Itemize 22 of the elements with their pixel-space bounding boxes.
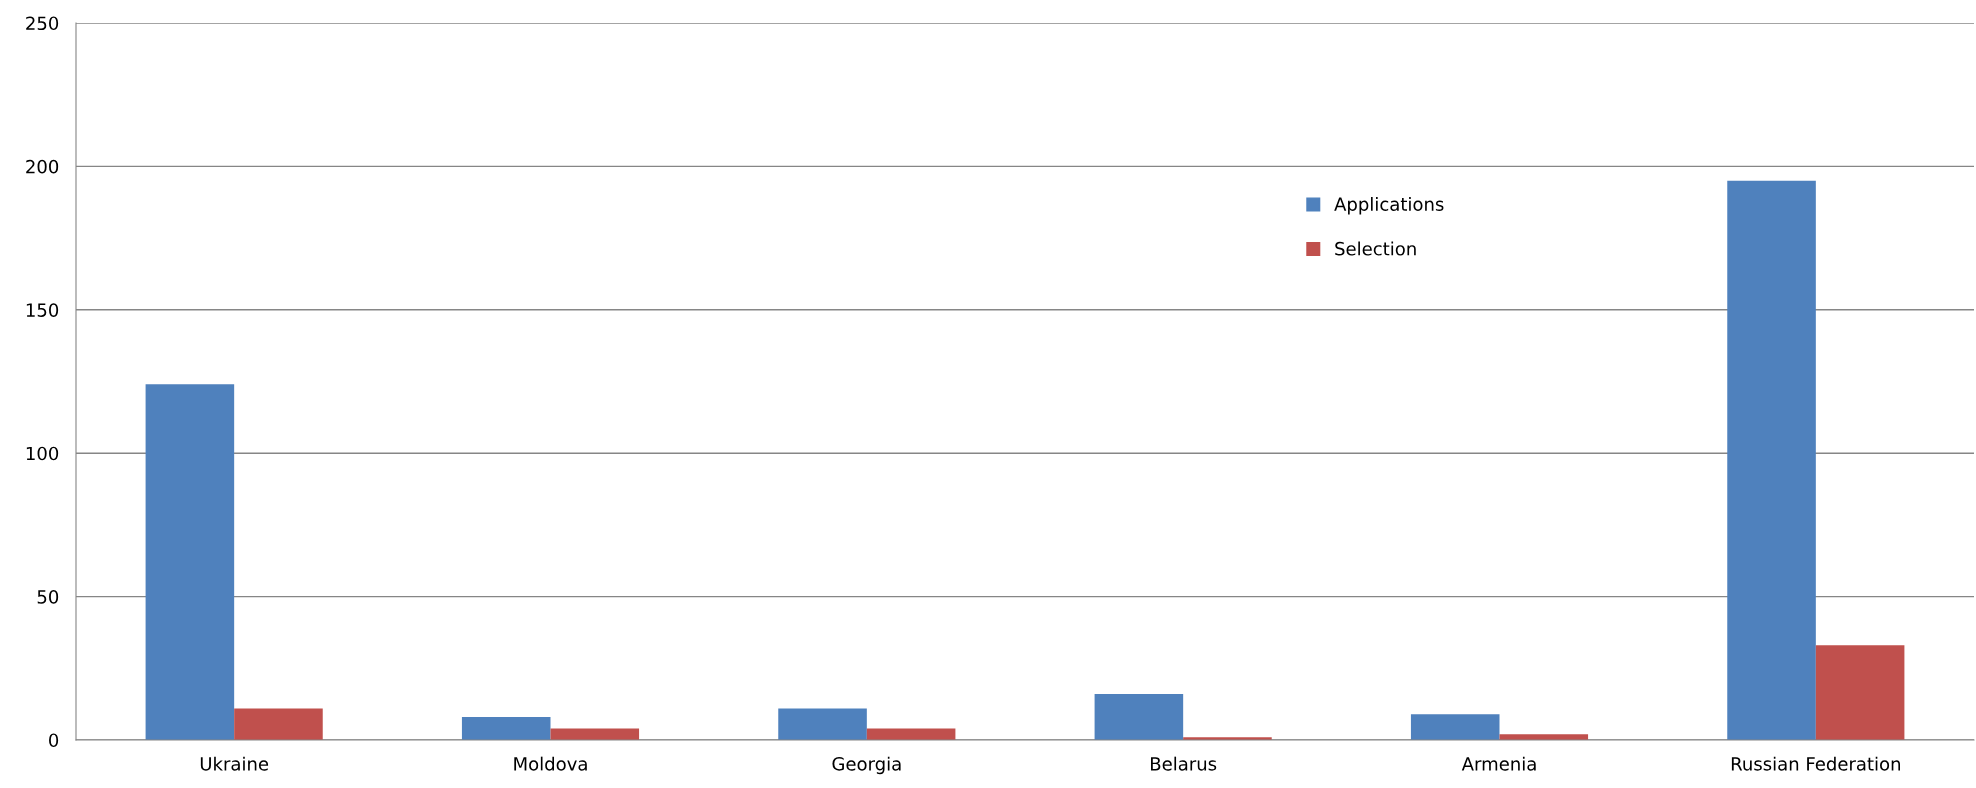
bar <box>234 708 323 740</box>
y-tick-label: 200 <box>26 159 59 174</box>
y-tick-label: 150 <box>26 303 59 317</box>
bar <box>778 708 867 740</box>
bar <box>145 384 235 740</box>
y-tick-label: 250 <box>26 16 59 31</box>
y-tick-label: 0 <box>49 733 59 748</box>
y-tick-label: 100 <box>26 446 59 461</box>
legend-label: Selection <box>1335 241 1416 256</box>
bar <box>461 717 551 740</box>
bar <box>1815 645 1905 740</box>
x-tick-label: Armenia <box>1461 756 1536 771</box>
y-tick-label: 50 <box>37 590 59 604</box>
x-tick-label: Moldova <box>514 756 587 771</box>
legend-label: Applications <box>1334 196 1444 215</box>
bar <box>1410 714 1500 740</box>
bar <box>1727 180 1816 740</box>
x-tick-label: Belarus <box>1151 756 1217 771</box>
bar <box>1094 694 1184 740</box>
x-tick-label: Ukraine <box>200 756 269 771</box>
x-tick-label: Georgia <box>832 756 901 775</box>
x-tick-label: Russian Federation <box>1731 756 1900 771</box>
